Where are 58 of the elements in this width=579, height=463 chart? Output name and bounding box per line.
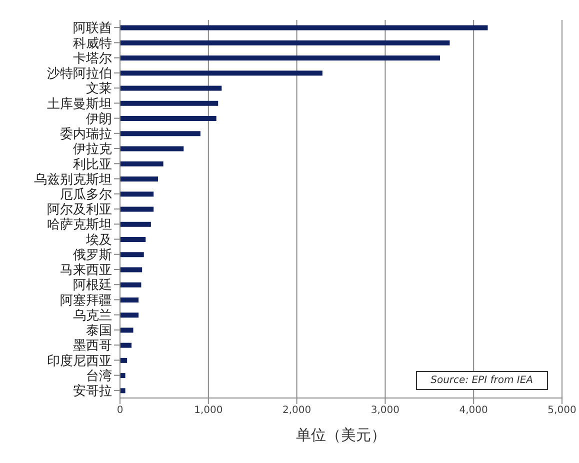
annotation: Source: EPI from IEA <box>416 371 548 390</box>
x-tick-label: 3,000 <box>370 405 400 416</box>
bar <box>120 206 154 212</box>
bar <box>120 373 126 378</box>
bar <box>120 297 139 302</box>
bar <box>120 40 450 46</box>
bar <box>120 342 132 348</box>
bar <box>120 388 126 394</box>
y-tick-label: 台湾 <box>86 368 112 384</box>
x-tick-label: 4,000 <box>459 405 488 416</box>
y-tick-label: 乌克兰 <box>73 308 112 324</box>
y-tick-label: 泰国 <box>86 324 112 339</box>
x-tick-label: 2,000 <box>282 405 312 416</box>
y-tick-label: 伊朗 <box>86 110 112 127</box>
y-tick-label: 委内瑞拉 <box>60 127 112 142</box>
bar <box>120 328 134 333</box>
y-tick-label: 科威特 <box>73 36 112 52</box>
y-tick-label: 印度尼西亚 <box>47 352 112 369</box>
x-tick-label: 0 <box>116 405 124 416</box>
y-tick-label: 文莱 <box>86 82 112 97</box>
bar <box>120 86 222 91</box>
bar <box>120 131 200 136</box>
bar <box>120 312 139 318</box>
bar <box>120 25 488 30</box>
bar <box>120 56 440 61</box>
y-tick-label: 安哥拉 <box>73 383 112 400</box>
bar <box>120 282 142 288</box>
y-tick-label: 土库曼斯坦 <box>47 96 112 112</box>
bar <box>120 222 151 227</box>
y-tick-label: 埃及 <box>85 232 112 248</box>
bar <box>120 236 146 242</box>
bar <box>120 116 216 122</box>
y-tick-label: 阿联酋 <box>73 21 112 36</box>
x-tick-label: 1,000 <box>194 405 223 416</box>
bar <box>120 70 322 76</box>
bar <box>120 252 144 258</box>
y-tick-label: 俄罗斯 <box>73 248 112 263</box>
y-tick-label: 利比亚 <box>73 157 112 172</box>
y-tick-label: 卡塔尔 <box>73 51 112 66</box>
y-tick-label: 阿塞拜疆 <box>60 292 112 308</box>
y-tick-label: 伊拉克 <box>73 142 112 158</box>
y-tick-label: 哈萨克斯坦 <box>47 218 112 233</box>
y-tick-label: 墨西哥 <box>73 338 112 354</box>
bar <box>120 100 218 106</box>
y-tick-label: 乌兹别克斯坦 <box>34 172 112 188</box>
y-tick-label: 阿尔及利亚 <box>47 202 112 218</box>
y-tick-label: 厄瓜多尔 <box>60 187 112 202</box>
bar <box>120 161 164 166</box>
y-tick-label: 马来西亚 <box>60 263 112 278</box>
x-axis-title: 单位（美元） <box>296 426 386 444</box>
y-tick-label: 阿根廷 <box>73 278 112 294</box>
bar <box>120 192 154 197</box>
x-tick-label: 5,000 <box>548 405 576 416</box>
bar <box>120 267 142 272</box>
bar <box>120 358 128 363</box>
bar <box>120 176 158 182</box>
y-tick-label: 沙特阿拉伯 <box>47 66 112 82</box>
bar <box>120 146 184 152</box>
